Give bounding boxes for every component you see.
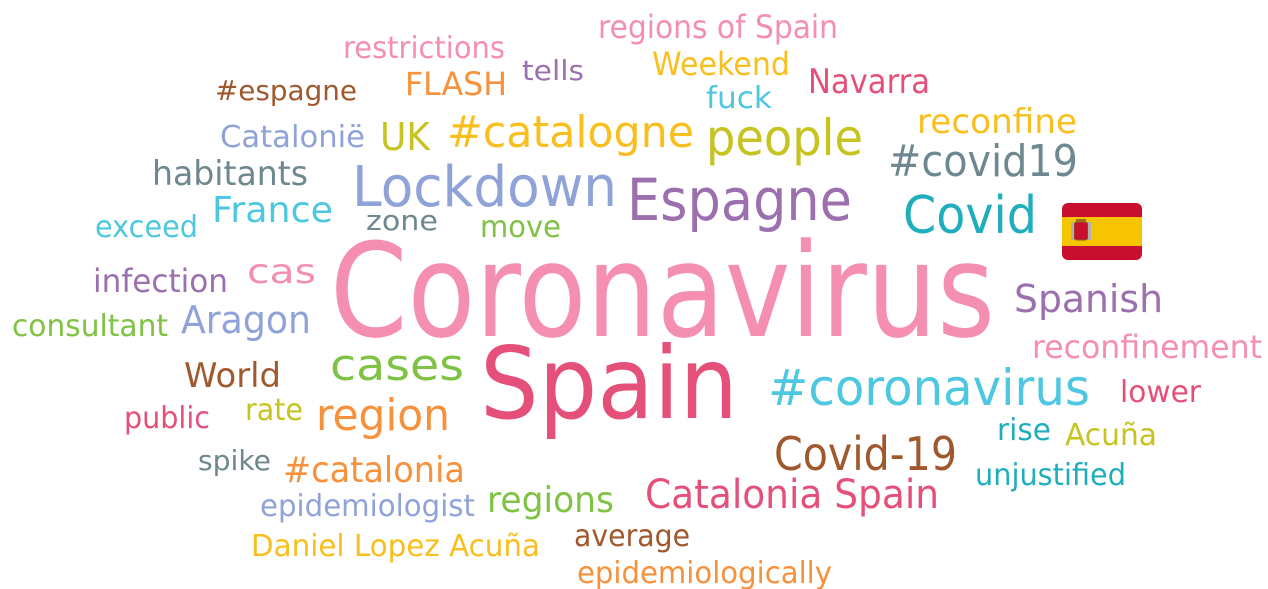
word: region (316, 390, 450, 441)
word: regions of Spain (598, 8, 838, 46)
word: Weekend (652, 45, 790, 83)
word: Espagne (627, 166, 852, 234)
word: habitants (152, 154, 308, 194)
word: lower (1120, 375, 1202, 410)
word: rate (245, 393, 303, 428)
word: tells (522, 54, 584, 87)
word: fuck (706, 81, 773, 116)
word: regions (487, 480, 614, 521)
word: restrictions (343, 31, 505, 66)
word: spike (198, 444, 271, 477)
word: FLASH (405, 65, 507, 103)
word: Coronavirus (330, 215, 995, 367)
word: zone (366, 204, 438, 237)
word: UK (380, 115, 431, 159)
word: unjustified (975, 458, 1126, 493)
word: #espagne (215, 74, 357, 107)
word: Covid-19 (774, 427, 957, 481)
word: epidemiologist (260, 489, 475, 524)
word: Spain (480, 325, 738, 442)
word: #catalogne (447, 107, 694, 158)
word: #coronavirus (768, 359, 1090, 417)
word: Lockdown (352, 155, 617, 220)
word: average (574, 519, 690, 554)
word: Navarra (808, 62, 930, 102)
word: infection (93, 262, 228, 300)
word: Daniel Lopez Acuña (251, 529, 540, 564)
word: cas (247, 252, 316, 292)
word: epidemiologically (577, 556, 832, 589)
word: exceed (95, 210, 198, 245)
word: Spanish (1014, 277, 1163, 321)
word: reconfinement (1032, 328, 1262, 366)
word: #covid19 (888, 136, 1078, 187)
word: consultant (12, 309, 168, 344)
word: Catalonia Spain (645, 472, 939, 518)
word: Catalonië (220, 120, 365, 155)
word: rise (997, 413, 1051, 448)
word: #catalonia (283, 450, 465, 491)
spain-flag (1062, 203, 1142, 260)
word: France (212, 190, 333, 231)
word: reconfine (917, 102, 1077, 142)
word: Acuña (1065, 418, 1157, 453)
word: public (124, 401, 210, 436)
word: people (706, 109, 863, 167)
word: Covid (903, 186, 1037, 246)
word: cases (330, 340, 464, 391)
word: World (184, 356, 281, 396)
word: move (480, 210, 561, 245)
word: Aragon (181, 298, 311, 342)
